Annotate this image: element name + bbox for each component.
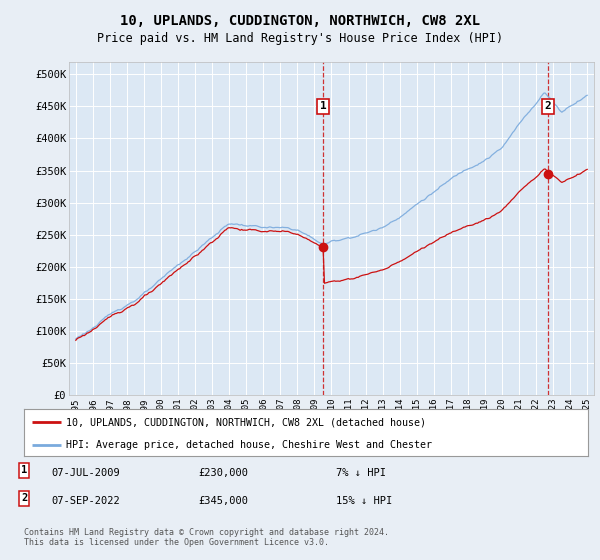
- Text: Price paid vs. HM Land Registry's House Price Index (HPI): Price paid vs. HM Land Registry's House …: [97, 32, 503, 45]
- Text: Contains HM Land Registry data © Crown copyright and database right 2024.
This d: Contains HM Land Registry data © Crown c…: [24, 528, 389, 547]
- Text: 10, UPLANDS, CUDDINGTON, NORTHWICH, CW8 2XL (detached house): 10, UPLANDS, CUDDINGTON, NORTHWICH, CW8 …: [66, 417, 426, 427]
- Text: 07-JUL-2009: 07-JUL-2009: [51, 468, 120, 478]
- Text: 07-SEP-2022: 07-SEP-2022: [51, 496, 120, 506]
- Text: 7% ↓ HPI: 7% ↓ HPI: [336, 468, 386, 478]
- Text: £230,000: £230,000: [198, 468, 248, 478]
- Text: £345,000: £345,000: [198, 496, 248, 506]
- Text: 10, UPLANDS, CUDDINGTON, NORTHWICH, CW8 2XL: 10, UPLANDS, CUDDINGTON, NORTHWICH, CW8 …: [120, 14, 480, 28]
- Text: 15% ↓ HPI: 15% ↓ HPI: [336, 496, 392, 506]
- Text: 1: 1: [320, 101, 326, 111]
- Text: 2: 2: [544, 101, 551, 111]
- Text: HPI: Average price, detached house, Cheshire West and Chester: HPI: Average price, detached house, Ches…: [66, 440, 432, 450]
- Text: 1: 1: [21, 465, 27, 475]
- Text: 2: 2: [21, 493, 27, 503]
